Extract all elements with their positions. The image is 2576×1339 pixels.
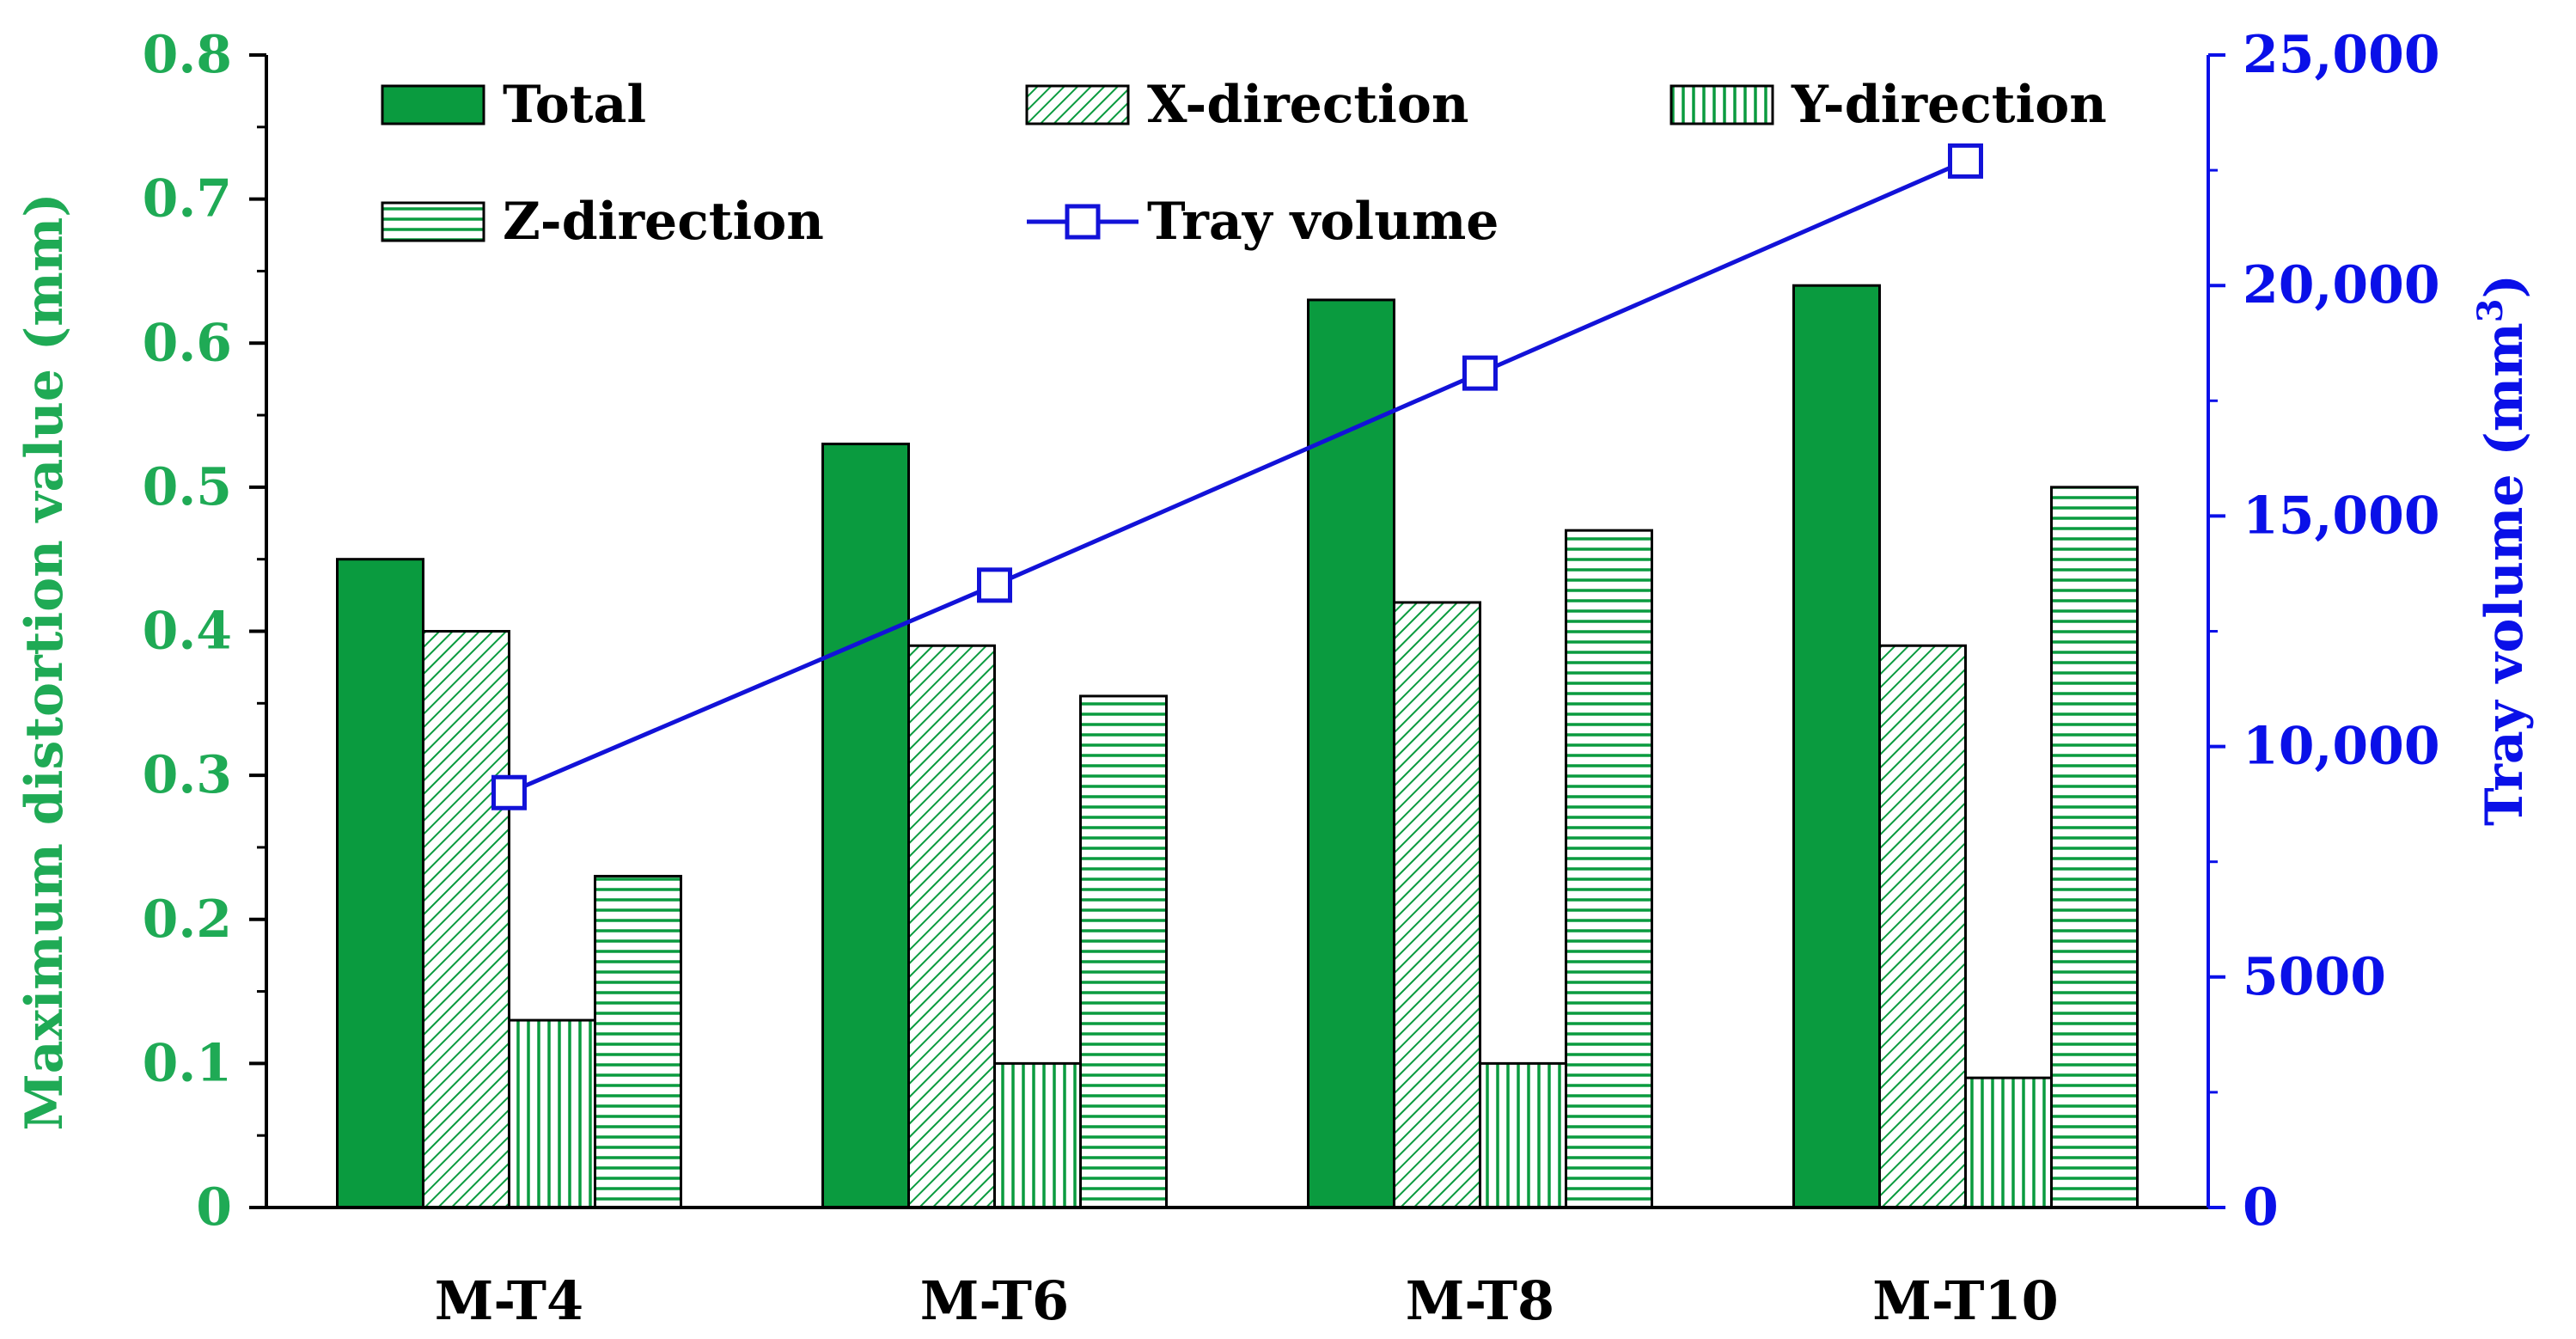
bar-total-m-t10 — [1792, 284, 1881, 1209]
right-tick-label: 20,000 — [2243, 255, 2440, 315]
tray-volume-line — [508, 159, 1967, 795]
right-tick-label: 25,000 — [2243, 25, 2440, 85]
bar-y-direction-m-t8 — [1479, 1061, 1567, 1209]
legend-label: Tray volume — [1147, 192, 1499, 252]
tray-volume-marker-m-t10 — [1948, 143, 1983, 179]
x-tick-label: M-T8 — [1406, 1269, 1554, 1332]
legend-swatch-solid — [381, 84, 485, 125]
right-tick-label: 10,000 — [2243, 717, 2440, 777]
bar-x-direction-m-t4 — [422, 630, 510, 1209]
legend-swatch-vertical — [1670, 84, 1774, 125]
left-tick-label: 0.2 — [143, 890, 232, 950]
bar-total-m-t6 — [821, 443, 910, 1209]
right-tick-label: 0 — [2243, 1177, 2279, 1238]
bar-x-direction-m-t10 — [1878, 644, 1967, 1209]
tray-volume-line-layer — [491, 143, 1983, 810]
left-tick-label: 0.4 — [143, 602, 232, 662]
bar-y-direction-m-t4 — [508, 1018, 596, 1209]
legend-label: X-direction — [1147, 75, 1469, 135]
x-axis-labels: M-T4 M-T6 M-T8 M-T10 — [435, 1269, 2059, 1332]
legend-swatch-diagonal — [1025, 84, 1130, 125]
bar-x-direction-m-t8 — [1393, 601, 1481, 1209]
bar-z-direction-m-t10 — [2050, 486, 2139, 1209]
bar-y-direction-m-t6 — [993, 1061, 1082, 1209]
bar-z-direction-m-t6 — [1079, 694, 1168, 1209]
y2-axis-title-sup: 3 — [2470, 298, 2511, 322]
axes — [265, 55, 2210, 1209]
legend-swatch-marker — [1065, 204, 1101, 240]
bar-total-m-t4 — [336, 558, 424, 1209]
y-axis-title: Maximum distortion value (mm) — [15, 193, 75, 1130]
legend-label: Z-direction — [503, 192, 824, 252]
bar-total-m-t8 — [1307, 298, 1395, 1209]
left-tick-label: 0.5 — [143, 457, 232, 517]
bar-y-direction-m-t10 — [1964, 1076, 2053, 1209]
tray-volume-marker-m-t6 — [977, 567, 1012, 603]
bar-z-direction-m-t4 — [594, 874, 682, 1209]
x-tick-label: M-T10 — [1872, 1269, 2059, 1332]
legend-label: Total — [503, 75, 646, 135]
y2-axis-title: Tray volume (mm3) — [2470, 274, 2536, 826]
legend: Total X-direction Y-direction Z-direction Tr… — [381, 75, 2107, 252]
bar-x-direction-m-t6 — [907, 644, 996, 1209]
left-tick-label: 0.1 — [143, 1033, 232, 1093]
legend-swatch-horizontal — [381, 201, 485, 242]
tray-volume-marker-m-t4 — [491, 774, 527, 810]
left-tick-label: 0 — [196, 1177, 232, 1238]
y2-axis-title-end: ) — [2475, 274, 2535, 298]
bars — [336, 284, 2139, 1209]
left-tick-label: 0.3 — [143, 745, 232, 805]
right-axis-ticks: 0 5000 10,000 15,000 20,000 25,000 — [2208, 25, 2440, 1238]
left-axis-ticks: 0 0.1 0.2 0.3 0.4 0.5 0.6 0.7 0.8 — [143, 25, 266, 1238]
right-tick-label: 5000 — [2243, 947, 2386, 1007]
left-tick-label: 0.7 — [143, 169, 232, 229]
x-tick-label: M-T4 — [435, 1269, 583, 1332]
legend-label: Y-direction — [1791, 75, 2107, 135]
left-tick-label: 0.6 — [143, 313, 232, 373]
x-tick-label: M-T6 — [920, 1269, 1069, 1332]
left-tick-label: 0.8 — [143, 25, 232, 85]
tray-volume-marker-m-t8 — [1462, 355, 1498, 391]
right-tick-label: 15,000 — [2243, 486, 2440, 546]
bar-z-direction-m-t8 — [1565, 529, 1653, 1209]
